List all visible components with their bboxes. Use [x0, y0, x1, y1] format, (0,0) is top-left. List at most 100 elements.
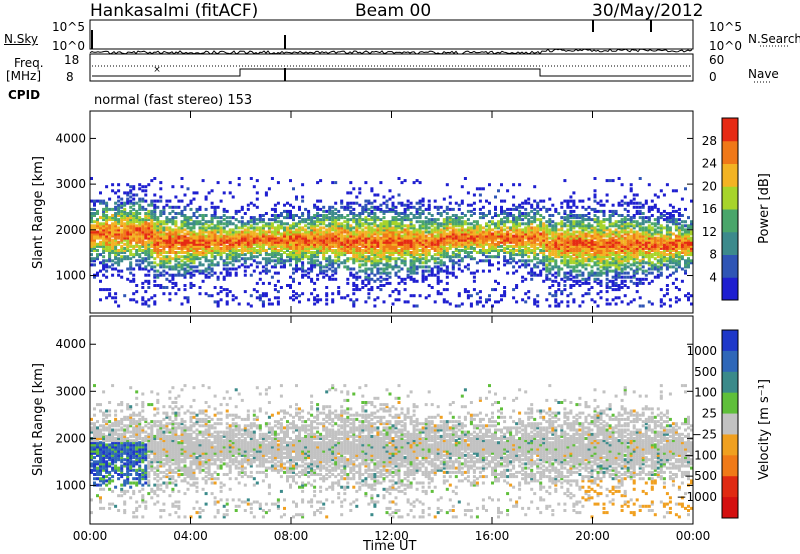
power-cell [316, 294, 320, 298]
power-cell [545, 209, 549, 213]
power-cell [376, 226, 380, 230]
power-cell [117, 240, 121, 244]
power-cell [370, 209, 374, 213]
power-cell [102, 236, 106, 240]
power-cell [132, 244, 136, 248]
power-cell [186, 224, 190, 228]
power-cell [581, 300, 585, 304]
power-cell [485, 214, 488, 217]
power-cell [403, 209, 407, 213]
power-cell [135, 193, 139, 197]
power-cell [234, 267, 238, 271]
power-cell [93, 214, 96, 217]
power-cell [123, 218, 127, 222]
power-cell [123, 191, 127, 195]
power-cell [204, 267, 208, 271]
power-cell [415, 220, 419, 224]
power-cell [114, 238, 118, 242]
power-cell [153, 216, 157, 220]
power-cell [117, 222, 121, 226]
power-cell [460, 216, 464, 220]
power-cell [608, 255, 612, 259]
power-cell [430, 255, 434, 259]
power-cell [575, 214, 579, 217]
power-cell [388, 251, 392, 254]
power-cell [204, 197, 208, 201]
power-cell [243, 269, 247, 273]
power-cell [638, 240, 642, 244]
power-cell [105, 220, 109, 224]
power-cell [264, 242, 268, 246]
power-cell [177, 263, 181, 267]
power-cell [237, 244, 241, 248]
power-cell [159, 242, 163, 246]
power-cell [605, 255, 609, 259]
power-cell [572, 253, 576, 257]
power-cell [442, 197, 446, 201]
power-cell [593, 240, 597, 244]
power-cell [295, 214, 298, 217]
power-cell [560, 267, 564, 271]
power-cell [198, 269, 202, 273]
power-cell [424, 207, 428, 211]
power-cell [608, 246, 612, 250]
power-cell [545, 275, 549, 279]
power-cell [575, 279, 579, 283]
power-cell [527, 228, 531, 232]
power-cell [198, 205, 202, 209]
power-cell [635, 209, 639, 213]
power-cell [581, 220, 585, 224]
power-cell [102, 238, 106, 242]
power-cell [99, 222, 102, 226]
power-cell [174, 251, 178, 254]
power-cell [403, 203, 407, 207]
power-cell [234, 251, 238, 254]
power-cell [337, 265, 341, 269]
power-cell [328, 263, 332, 267]
power-cell [500, 230, 503, 234]
power-cell [578, 255, 582, 259]
power-cell [153, 302, 157, 306]
power-cell [572, 226, 576, 230]
power-cell [442, 242, 446, 246]
power-cell [292, 257, 295, 261]
station-title: Hankasalmi (fitACF) [90, 1, 259, 21]
power-cell [144, 257, 148, 261]
power-cell [608, 216, 612, 220]
power-cell [286, 216, 289, 220]
power-cell [129, 240, 133, 244]
power-cell [123, 242, 127, 246]
power-cell [566, 300, 570, 304]
power-cell [575, 281, 579, 285]
power-cell [626, 226, 630, 230]
power-cell [264, 230, 268, 234]
power-cell [150, 238, 154, 242]
power-cell [635, 240, 639, 244]
power-cell [150, 214, 154, 217]
power-cell [102, 234, 106, 238]
power-cell [319, 220, 323, 224]
power-cell [512, 230, 516, 234]
power-cell [533, 236, 537, 240]
power-cell [439, 228, 443, 232]
power-cell [258, 253, 262, 257]
power-cell [159, 251, 163, 254]
power-cell [400, 244, 404, 248]
power-cell [506, 214, 510, 217]
power-cell [364, 218, 368, 222]
power-cell [596, 263, 600, 267]
power-cell [436, 277, 440, 281]
power-cell [301, 273, 305, 277]
power-cell [168, 232, 172, 236]
power-cell [391, 226, 395, 230]
power-cell [108, 238, 112, 242]
power-cell [602, 234, 606, 238]
power-cell [301, 255, 305, 259]
power-cell [536, 226, 540, 230]
power-cell [295, 253, 298, 257]
power-cell [102, 216, 106, 220]
power-cell [560, 205, 564, 209]
power-cell [463, 232, 467, 236]
power-cell [340, 234, 344, 238]
power-cell [427, 251, 431, 254]
